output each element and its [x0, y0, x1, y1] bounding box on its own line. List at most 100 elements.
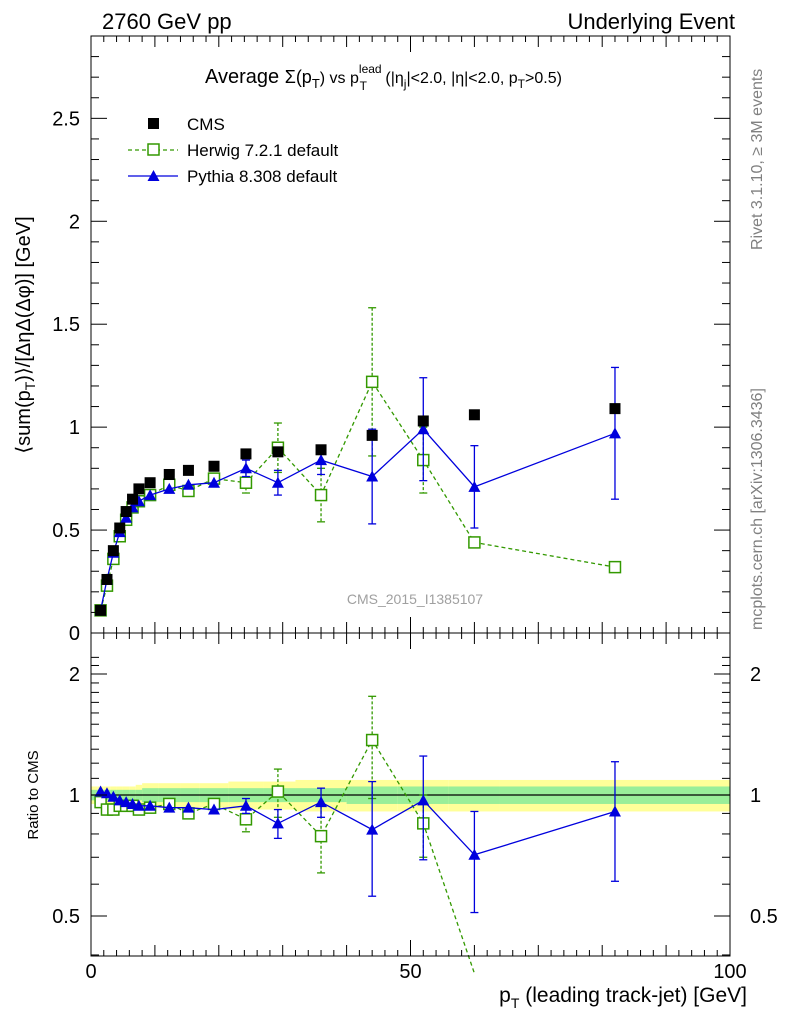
ratio-herwig-point [94, 795, 107, 809]
legend-entry-pythia: Pythia 8.308 default [128, 167, 338, 186]
cms-point [609, 403, 621, 415]
ratio-herwig-point [239, 813, 253, 826]
ratio-y-tick-label: 2 [69, 664, 80, 686]
ratio-pythia-point [163, 801, 176, 813]
ylabel-a: ⟨sum(p [13, 390, 35, 453]
ratio-pythia-point [208, 803, 221, 815]
main-panel: 00.511.522.5 Average Σ(pT) vs plead T (|η… [13, 35, 731, 645]
title-sub2: T [360, 79, 368, 93]
title-prefix: Average [205, 66, 285, 88]
legend-cms-marker [148, 118, 159, 129]
rivet-label: Rivet 3.1.10, ≥ 3M events [749, 69, 766, 250]
main-axes: 0 0.5 1 1.5 2 2.5 [52, 36, 731, 645]
ratio-herwig-point [365, 733, 379, 747]
title-mid: ) vs p [320, 70, 359, 87]
ratio-pythia-point [366, 823, 379, 835]
mcplots-label: mcplots.cern.ch [arXiv:1306.3436] [749, 388, 766, 630]
ratio-pythia-point [182, 801, 195, 813]
x-tick-label: 0 [85, 961, 96, 983]
cms-point [107, 545, 119, 557]
xlabel-a: p [499, 984, 511, 1007]
ylabel-sub: T [22, 381, 38, 390]
ratio-herwig-point [314, 829, 328, 843]
ratio-y-tick-label: 1 [69, 785, 80, 807]
cms-point [144, 477, 156, 489]
cms-point [95, 604, 107, 616]
header-right: Underlying Event [567, 9, 735, 34]
xlabel-b: (leading track-jet) [GeV] [519, 984, 747, 1007]
pythia-point [417, 423, 430, 435]
ratio-pythia-point [271, 817, 284, 829]
x-tick-label: 50 [399, 961, 421, 983]
ratio-axes: 0.5 0.5 1 1 2 2 0 50 100 [52, 633, 778, 983]
cms-point [127, 493, 139, 505]
pythia-point [315, 454, 328, 466]
main-plot-content [94, 307, 622, 617]
pythia-point [608, 427, 621, 439]
y-tick-label: 0 [69, 623, 80, 645]
ratio-ylabel: Ratio to CMS [25, 750, 42, 839]
herwig-point [468, 536, 481, 549]
ratio-pythia-point [107, 790, 120, 802]
cms-point [366, 429, 378, 441]
cms-point [133, 483, 145, 495]
ratio-y-tick-label-right: 1 [750, 785, 761, 807]
pythia-point [271, 476, 284, 488]
ylabel-b: )⟩/[ΔηΔ(Δφ)] [GeV] [13, 216, 35, 381]
ratio-pythia-point [315, 796, 328, 808]
herwig-point [314, 488, 328, 502]
ratio-pythia-point [468, 848, 481, 860]
title-sup: lead [359, 62, 382, 76]
ratio-pythia-point [100, 787, 113, 799]
legend-pythia-label: Pythia 8.308 default [187, 167, 338, 186]
legend: CMS Herwig 7.2.1 default Pythia 8.308 de… [128, 115, 338, 186]
title-sub4: T [518, 77, 526, 91]
title-sub3: j [403, 77, 407, 91]
title-cond: (|η [381, 70, 404, 87]
legend-herwig-label: Herwig 7.2.1 default [187, 141, 338, 160]
y-tick-label: 0.5 [52, 520, 80, 542]
legend-cms-label: CMS [187, 115, 225, 134]
pythia-line [99, 428, 616, 611]
pythia-point [239, 462, 252, 474]
title-cond2: |<2.0, |η|<2.0, p [406, 70, 517, 87]
title-sigma: Σ(p [285, 67, 312, 87]
cms-point [208, 460, 220, 472]
ratio-pythia-point [608, 805, 621, 817]
cms-point [417, 415, 429, 427]
pythia-point [144, 489, 157, 501]
y-tick-label: 1.5 [52, 314, 80, 336]
ratio-y-tick-label: 0.5 [52, 906, 80, 928]
cms-point [468, 409, 480, 421]
ratio-pythia-point [132, 799, 145, 811]
legend-entry-herwig: Herwig 7.2.1 default [128, 141, 338, 160]
ratio-y-tick-label-right: 0.5 [750, 906, 778, 928]
y-tick-label: 1 [69, 417, 80, 439]
ratio-pythia-point [417, 794, 430, 806]
legend-herwig-marker [147, 143, 160, 156]
xlabel: pT (leading track-jet) [GeV] [499, 984, 747, 1011]
cms-point [240, 448, 252, 460]
legend-entry-cms: CMS [148, 115, 225, 134]
y-tick-label: 2 [69, 211, 80, 233]
main-ylabel: ⟨sum(pT)⟩/[ΔηΔ(Δφ)] [GeV] [13, 216, 38, 453]
analysis-watermark: CMS_2015_I1385107 [347, 591, 483, 607]
cms-point [315, 444, 327, 456]
ratio-herwig-line [100, 738, 476, 974]
cms-point [101, 573, 113, 585]
x-tick-label: 100 [713, 961, 746, 983]
cms-point [120, 506, 132, 518]
ratio-plot-content [91, 695, 730, 974]
pythia-point [468, 480, 481, 492]
pythia-point [163, 482, 176, 494]
header-left: 2760 GeV pp [102, 9, 232, 34]
herwig-point [365, 375, 379, 389]
herwig-point [608, 560, 622, 574]
cms-point [114, 522, 126, 534]
pythia-point [182, 478, 195, 490]
pythia-point [208, 476, 221, 488]
xlabel-sub: T [511, 995, 520, 1011]
cms-point [163, 468, 175, 480]
ratio-herwig-point [271, 785, 285, 798]
legend-pythia-marker [147, 170, 160, 181]
